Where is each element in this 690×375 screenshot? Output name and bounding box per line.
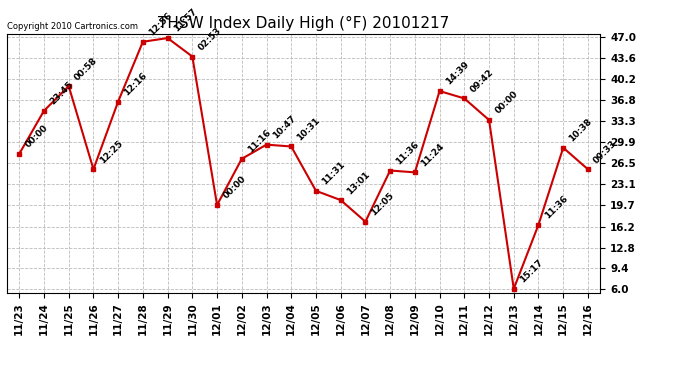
Text: 00:00: 00:00 bbox=[23, 123, 50, 150]
Text: 11:24: 11:24 bbox=[419, 141, 446, 168]
Text: 11:36: 11:36 bbox=[542, 194, 569, 220]
Text: 00:00: 00:00 bbox=[493, 90, 520, 116]
Text: 02:53: 02:53 bbox=[197, 26, 223, 53]
Text: 12:56: 12:56 bbox=[147, 11, 174, 38]
Text: 14:39: 14:39 bbox=[444, 60, 471, 87]
Text: 00:00: 00:00 bbox=[221, 175, 248, 201]
Text: 12:16: 12:16 bbox=[122, 71, 149, 98]
Text: 11:57: 11:57 bbox=[172, 7, 199, 34]
Text: 15:17: 15:17 bbox=[518, 258, 544, 285]
Text: 13:01: 13:01 bbox=[345, 170, 371, 196]
Title: THSW Index Daily High (°F) 20101217: THSW Index Daily High (°F) 20101217 bbox=[158, 16, 449, 31]
Text: 00:58: 00:58 bbox=[73, 56, 99, 82]
Text: 10:38: 10:38 bbox=[567, 117, 594, 144]
Text: Copyright 2010 Cartronics.com: Copyright 2010 Cartronics.com bbox=[7, 22, 138, 31]
Text: 11:36: 11:36 bbox=[394, 140, 421, 166]
Text: 09:42: 09:42 bbox=[469, 68, 495, 94]
Text: 09:33: 09:33 bbox=[592, 138, 619, 165]
Text: 10:31: 10:31 bbox=[295, 116, 322, 142]
Text: 12:25: 12:25 bbox=[97, 138, 124, 165]
Text: 12:05: 12:05 bbox=[370, 191, 396, 217]
Text: 10:47: 10:47 bbox=[270, 114, 297, 141]
Text: 11:31: 11:31 bbox=[320, 160, 347, 187]
Text: 23:45: 23:45 bbox=[48, 80, 75, 106]
Text: 11:16: 11:16 bbox=[246, 128, 273, 154]
